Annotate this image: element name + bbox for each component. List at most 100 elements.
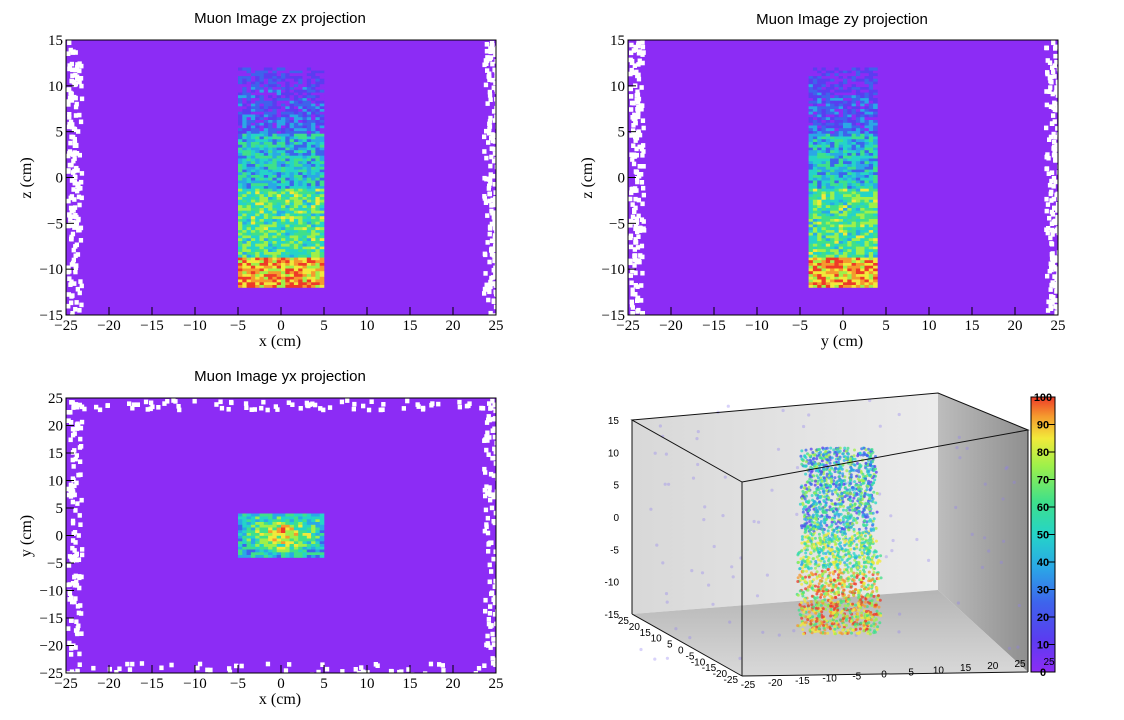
object-bin xyxy=(311,224,316,227)
object-bin xyxy=(268,222,273,225)
object-bin xyxy=(320,216,325,219)
object-bin xyxy=(298,516,303,519)
x-tick-label: −5 xyxy=(230,676,246,692)
object-bin xyxy=(315,169,320,172)
object-bin xyxy=(264,274,269,277)
object-bin xyxy=(834,92,839,95)
object-bin xyxy=(822,224,827,227)
object-bin xyxy=(315,81,320,84)
x-tick-label: 25 xyxy=(489,676,504,692)
object-bin xyxy=(843,211,848,214)
object-bin xyxy=(264,271,269,274)
object-bin xyxy=(320,230,325,233)
object-bin xyxy=(307,79,312,82)
object-bin xyxy=(813,164,818,167)
empty-bin xyxy=(488,580,492,585)
empty-bin xyxy=(73,270,77,275)
object-bin xyxy=(260,175,265,178)
object-bin xyxy=(242,134,247,137)
object-bin xyxy=(834,183,839,186)
object-bin xyxy=(238,282,243,285)
object-bin xyxy=(285,150,290,153)
object-bin xyxy=(298,252,303,255)
object-bin xyxy=(865,183,870,186)
object-bin xyxy=(281,255,286,258)
object-bin xyxy=(809,260,814,263)
object-bin xyxy=(277,131,282,134)
object-bin xyxy=(242,164,247,167)
object-bin xyxy=(268,84,273,87)
object-bin xyxy=(242,125,247,128)
object-bin xyxy=(247,260,252,263)
noise-point xyxy=(728,621,731,624)
object-bin xyxy=(865,246,870,249)
object-bin xyxy=(247,142,252,145)
object-bin xyxy=(320,79,325,82)
object-bin xyxy=(294,175,299,178)
object-bin xyxy=(303,156,308,159)
object-bin xyxy=(290,516,295,519)
object-bin xyxy=(264,530,269,533)
object-bin xyxy=(264,95,269,98)
object-bin xyxy=(268,103,273,106)
object-bin xyxy=(834,73,839,76)
object-bin xyxy=(856,76,861,79)
object-bin xyxy=(298,139,303,142)
object-bin xyxy=(817,112,822,115)
object-bin xyxy=(822,175,827,178)
object-bin xyxy=(822,189,827,192)
object-bin xyxy=(242,87,247,90)
object-bin xyxy=(822,128,827,131)
object-bin xyxy=(281,274,286,277)
object-bin xyxy=(869,139,874,142)
empty-bin xyxy=(71,500,75,505)
object-bin xyxy=(320,98,325,101)
object-bin xyxy=(311,164,316,167)
object-bin xyxy=(277,90,282,93)
object-bin xyxy=(860,161,865,164)
object-point xyxy=(800,449,803,452)
object-bin xyxy=(242,112,247,115)
object-bin xyxy=(320,136,325,139)
object-bin xyxy=(311,268,316,271)
object-bin xyxy=(290,552,295,555)
object-bin xyxy=(277,87,282,90)
empty-bin xyxy=(1045,103,1049,108)
object-bin xyxy=(307,525,312,528)
noise-point xyxy=(890,549,893,552)
object-bin xyxy=(865,227,870,230)
object-bin xyxy=(843,257,848,260)
object-bin xyxy=(809,150,814,153)
object-bin xyxy=(251,282,256,285)
empty-bin xyxy=(78,472,82,477)
object-bin xyxy=(307,533,312,536)
empty-bin xyxy=(275,407,279,412)
object-bin xyxy=(251,139,256,142)
object-bin xyxy=(247,125,252,128)
object-bin xyxy=(320,109,325,112)
object-bin xyxy=(826,84,831,87)
object-bin xyxy=(251,274,256,277)
object-bin xyxy=(255,244,260,247)
object-bin xyxy=(268,178,273,181)
object-bin xyxy=(290,271,295,274)
object-bin xyxy=(277,178,282,181)
object-bin xyxy=(294,544,299,547)
empty-bin xyxy=(79,64,83,69)
object-bin xyxy=(242,197,247,200)
object-bin xyxy=(822,106,827,109)
object-bin xyxy=(843,246,848,249)
object-bin xyxy=(303,164,308,167)
object-bin xyxy=(247,516,252,519)
object-bin xyxy=(307,101,312,104)
object-bin xyxy=(834,158,839,161)
object-bin xyxy=(290,123,295,126)
object-bin xyxy=(813,114,818,117)
object-bin xyxy=(307,260,312,263)
object-bin xyxy=(856,249,861,252)
object-bin xyxy=(264,112,269,115)
object-bin xyxy=(272,101,277,104)
empty-bin xyxy=(489,569,493,574)
object-bin xyxy=(852,90,857,93)
object-bin xyxy=(298,536,303,539)
